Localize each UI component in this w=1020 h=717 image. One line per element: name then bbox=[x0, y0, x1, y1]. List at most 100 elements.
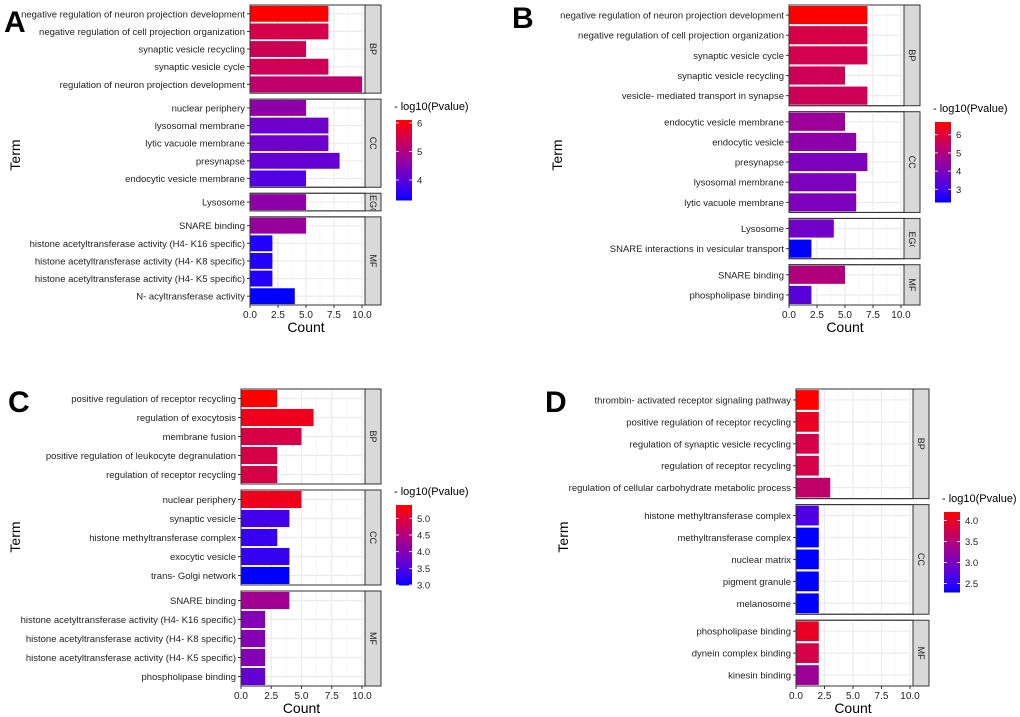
colorbar-segment bbox=[935, 182, 951, 185]
colorbar-segment bbox=[396, 180, 412, 183]
colorbar-segment bbox=[396, 569, 412, 572]
bar bbox=[250, 76, 362, 93]
colorbar-segment bbox=[396, 557, 412, 560]
bar bbox=[250, 288, 295, 305]
colorbar-segment bbox=[396, 537, 412, 540]
colorbar-legend: - log10(Pvalue) 2.5 3.0 3.5 4.0 bbox=[942, 493, 1017, 593]
colorbar-segment bbox=[935, 160, 951, 163]
term-label: endocytic vesicle bbox=[712, 137, 784, 148]
colorbar-segment bbox=[396, 535, 412, 538]
colorbar-segment bbox=[944, 578, 960, 581]
x-tick-label: 2.5 bbox=[810, 310, 824, 321]
x-tick-label: 10.0 bbox=[891, 310, 911, 321]
x-tick-label: 5.0 bbox=[295, 691, 309, 702]
colorbar-segment bbox=[935, 152, 951, 155]
bar bbox=[789, 112, 845, 131]
colorbar-segment bbox=[396, 547, 412, 550]
facet-strip-label: KEGG bbox=[907, 226, 917, 252]
facet-cc: nuclear periphery synaptic vesicle histone… bbox=[89, 489, 382, 586]
colorbar-segment bbox=[944, 574, 960, 577]
term-label: positive regulation of receptor recyclin… bbox=[626, 417, 791, 428]
colorbar-segment bbox=[396, 148, 412, 151]
x-axis-label: Count bbox=[283, 700, 320, 716]
facet-bp: thrombin- activated receptor signaling p… bbox=[569, 388, 930, 500]
facet-strip bbox=[364, 98, 382, 188]
facet-strip-label: KEGG bbox=[368, 189, 378, 215]
colorbar-segment bbox=[944, 538, 960, 541]
colorbar-segment bbox=[944, 564, 960, 567]
colorbar-segment bbox=[396, 509, 412, 512]
term-label: presynapse bbox=[196, 156, 245, 167]
colorbar-segment bbox=[944, 512, 960, 515]
bar bbox=[796, 593, 819, 614]
colorbar-segment bbox=[935, 142, 951, 145]
facet-strip bbox=[364, 489, 382, 586]
term-label: histone methyltransferase complex bbox=[89, 533, 236, 544]
colorbar-segment bbox=[944, 590, 960, 593]
panel-letter: C bbox=[8, 386, 30, 419]
bar bbox=[789, 265, 845, 284]
colorbar-segment bbox=[396, 164, 412, 167]
colorbar-segment bbox=[396, 571, 412, 574]
colorbar-segment bbox=[944, 528, 960, 531]
colorbar-segment bbox=[935, 194, 951, 197]
colorbar-segment bbox=[396, 523, 412, 526]
bar bbox=[796, 643, 819, 663]
colorbar-segment bbox=[944, 534, 960, 537]
bar bbox=[796, 505, 819, 526]
facet-strip bbox=[364, 4, 382, 94]
colorbar-segment bbox=[935, 158, 951, 161]
colorbar-segment bbox=[944, 530, 960, 533]
colorbar-segment bbox=[396, 579, 412, 582]
term-label: nuclear periphery bbox=[163, 495, 237, 506]
colorbar-segment bbox=[396, 192, 412, 195]
colorbar-segment bbox=[944, 586, 960, 589]
bar bbox=[789, 66, 845, 85]
colorbar-segment bbox=[935, 190, 951, 193]
colorbar-segment bbox=[396, 178, 412, 181]
legend-title: - log10(Pvalue) bbox=[933, 103, 1008, 115]
bar bbox=[241, 427, 302, 446]
colorbar-tick-label: 4 bbox=[956, 167, 961, 178]
facet-strip bbox=[903, 217, 921, 260]
term-label: dynein complex binding bbox=[692, 649, 791, 660]
facet-bp: negative regulation of neuron projection… bbox=[21, 4, 382, 94]
term-label: regulation of synaptic vesicle recycling bbox=[629, 439, 791, 450]
colorbar-segment bbox=[396, 549, 412, 552]
facet-strip-label: CC bbox=[368, 531, 378, 544]
facet-bp: negative regulation of neuron projection… bbox=[560, 4, 921, 107]
colorbar-segment bbox=[396, 545, 412, 548]
bar bbox=[789, 86, 868, 105]
colorbar-segment bbox=[396, 505, 412, 508]
colorbar-segment bbox=[935, 134, 951, 137]
facet-cc: endocytic vesicle membrane endocytic vesi… bbox=[664, 111, 921, 213]
term-label: pigment granule bbox=[723, 577, 791, 588]
colorbar-segment bbox=[935, 184, 951, 187]
legend-title: - log10(Pvalue) bbox=[394, 101, 469, 113]
colorbar-tick-label: 3.0 bbox=[965, 558, 978, 569]
colorbar-segment bbox=[944, 582, 960, 585]
bar bbox=[241, 648, 266, 667]
term-label: synaptic vesicle recycling bbox=[677, 71, 784, 82]
colorbar-segment bbox=[396, 513, 412, 516]
bar bbox=[250, 100, 306, 116]
colorbar-segment bbox=[396, 573, 412, 576]
term-label: negative regulation of neuron projection… bbox=[560, 11, 784, 22]
legend-title: - log10(Pvalue) bbox=[394, 486, 469, 498]
x-axis-label: Count bbox=[287, 319, 324, 335]
term-label: phospholipase binding bbox=[141, 672, 236, 683]
x-axis-label: Count bbox=[834, 700, 871, 716]
colorbar-segment bbox=[396, 132, 412, 135]
term-label: thrombin- activated receptor signaling p… bbox=[595, 395, 792, 406]
facet-strip-label: CC bbox=[368, 137, 378, 150]
bar bbox=[250, 58, 329, 75]
facet-strip-label: CC bbox=[907, 156, 917, 169]
x-tick-label: 5.0 bbox=[838, 310, 852, 321]
colorbar-segment bbox=[944, 516, 960, 519]
term-label: phospholipase binding bbox=[689, 290, 784, 301]
colorbar-segment bbox=[396, 561, 412, 564]
bar bbox=[789, 132, 857, 151]
colorbar-segment bbox=[396, 196, 412, 199]
colorbar-segment bbox=[396, 559, 412, 562]
